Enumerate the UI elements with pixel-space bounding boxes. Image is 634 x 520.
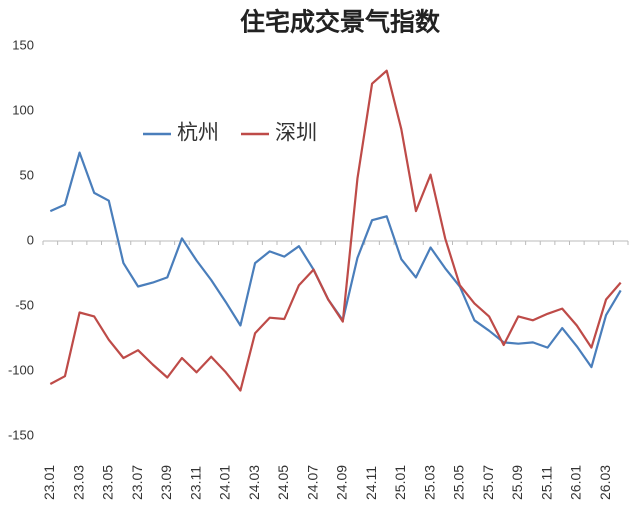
x-tick-label: 25.09 bbox=[509, 465, 525, 500]
x-tick-label: 26.03 bbox=[597, 465, 613, 500]
y-tick-label: -50 bbox=[15, 297, 34, 312]
x-tick-label: 24.09 bbox=[334, 465, 350, 500]
legend-label: 深圳 bbox=[275, 122, 317, 145]
y-tick-label: 150 bbox=[12, 37, 34, 52]
y-tick-label: 50 bbox=[20, 167, 34, 182]
series-line bbox=[49, 69, 622, 392]
chart-title: 住宅成交景气指数 bbox=[240, 8, 441, 37]
x-tick-label: 24.05 bbox=[275, 465, 291, 500]
x-tick-label: 23.09 bbox=[158, 465, 174, 500]
y-tick-label: 100 bbox=[12, 102, 34, 117]
x-tick-label: 25.11 bbox=[538, 466, 554, 500]
x-tick-label: 23.11 bbox=[187, 466, 203, 500]
y-tick-label: 0 bbox=[27, 232, 34, 247]
legend-label: 杭州 bbox=[177, 122, 219, 145]
y-tick-label: -100 bbox=[8, 362, 34, 377]
x-tick-label: 24.03 bbox=[246, 465, 262, 500]
x-tick-label: 25.07 bbox=[480, 465, 496, 500]
series-line bbox=[49, 151, 622, 369]
x-tick-label: 25.05 bbox=[451, 465, 467, 500]
x-tick-label: 24.11 bbox=[363, 466, 379, 500]
x-tick-label: 23.01 bbox=[41, 465, 57, 500]
x-tick-label: 25.01 bbox=[392, 465, 408, 500]
x-tick-label: 25.03 bbox=[421, 465, 437, 500]
x-tick-label: 26.01 bbox=[568, 465, 584, 500]
x-tick-label: 23.03 bbox=[70, 465, 86, 500]
x-tick-label: 23.07 bbox=[129, 465, 145, 500]
x-tick-label: 23.05 bbox=[100, 465, 116, 500]
x-tick-label: 24.07 bbox=[304, 465, 320, 500]
x-tick-label: 24.01 bbox=[217, 465, 233, 500]
y-tick-label: -150 bbox=[8, 427, 34, 442]
